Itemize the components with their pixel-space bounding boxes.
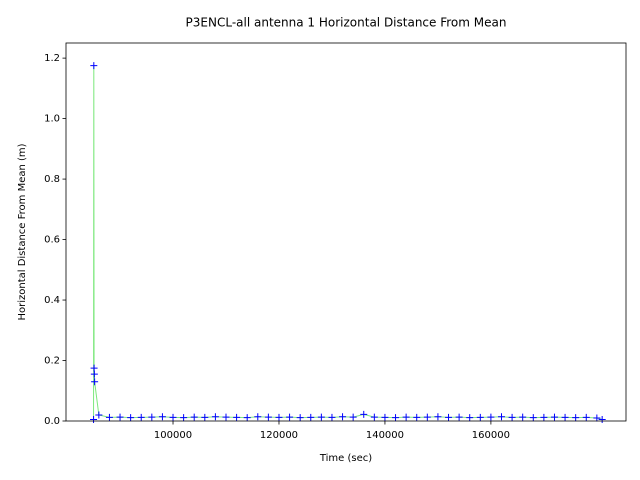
data-point [402,413,410,421]
data-point [476,413,484,421]
y-tick-label: 0.6 [44,235,60,246]
data-point [148,413,156,421]
x-tick-label: 140000 [366,430,404,441]
data-point [497,413,505,421]
data-point [286,413,294,421]
data-point [455,413,463,421]
data-point [434,413,442,421]
data-point [307,413,315,421]
data-point [349,413,357,421]
data-point [180,414,188,422]
x-tick-label: 160000 [472,430,510,441]
data-point [593,414,601,422]
data-point [95,411,103,419]
data-point [540,413,548,421]
data-point [561,413,569,421]
y-tick-label: 1.0 [44,114,60,125]
data-point [317,413,325,421]
x-tick-label: 100000 [154,430,192,441]
data-point [169,413,177,421]
data-point [116,413,124,421]
data-point [519,413,527,421]
data-point [529,414,537,422]
data-point [370,413,378,421]
y-tick-label: 0.8 [44,174,60,185]
series-line [93,65,603,420]
data-point [243,414,251,422]
data-point [275,413,283,421]
data-point [445,413,453,421]
data-point [137,413,145,421]
data-point [392,414,400,422]
data-point [598,415,606,423]
data-point [423,413,431,421]
data-point [466,414,474,422]
plot-frame [65,42,627,422]
data-point [201,413,209,421]
data-point [222,413,230,421]
data-point [381,413,389,421]
data-point [90,364,98,372]
chart-title: P3ENCL-all antenna 1 Horizontal Distance… [186,16,507,30]
data-point [487,413,495,421]
data-point [127,414,135,422]
data-point [90,62,98,70]
x-axis-label: Time (sec) [319,453,372,464]
data-point [508,413,516,421]
data-point [158,413,166,421]
data-point [572,414,580,422]
y-tick-label: 1.2 [44,53,60,64]
data-point [328,413,336,421]
data-point [90,415,98,423]
data-point [339,413,347,421]
data-point [413,413,421,421]
data-point [264,413,272,421]
data-point [91,378,99,386]
data-point [550,413,558,421]
y-tick-label: 0.4 [44,295,60,306]
data-point [582,413,590,421]
data-point [254,413,262,421]
data-point [105,413,113,421]
data-point [90,370,98,378]
data-point [190,413,198,421]
data-point [360,410,368,418]
x-tick-label: 120000 [260,430,298,441]
y-tick-label: 0.2 [44,356,60,367]
y-axis-label: Horizontal Distance From Mean (m) [17,143,28,320]
data-point [296,414,304,422]
data-point [211,413,219,421]
data-point [233,413,241,421]
y-tick-label: 0.0 [44,416,60,427]
